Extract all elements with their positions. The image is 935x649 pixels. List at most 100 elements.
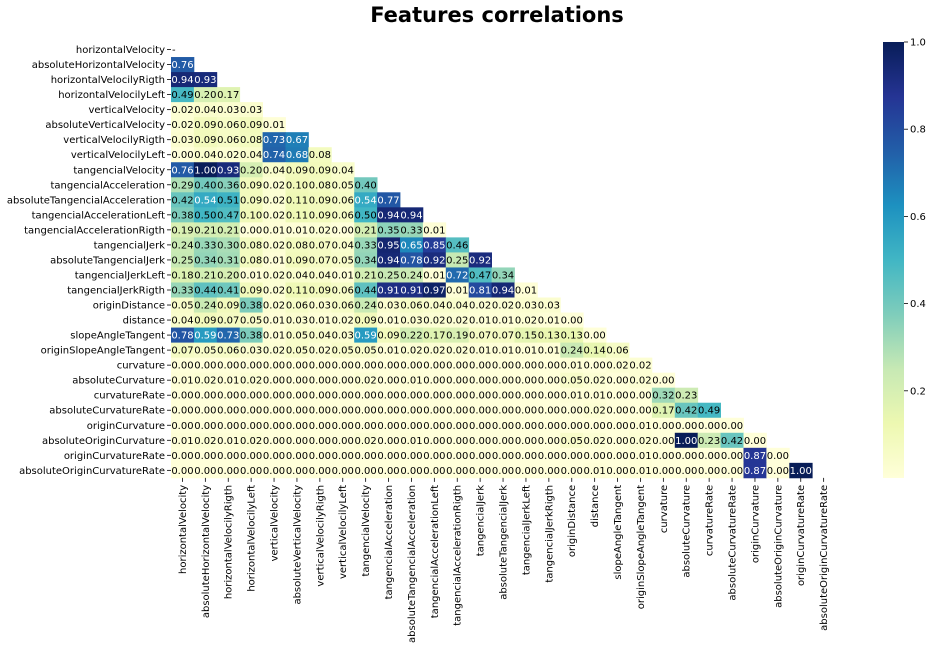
heatmap-cell bbox=[445, 387, 470, 404]
cell-value-label: 0.00 bbox=[423, 421, 445, 432]
heatmap-cell bbox=[285, 177, 309, 193]
cell-value-label: 0.00 bbox=[446, 436, 468, 447]
heatmap-cell bbox=[583, 417, 607, 434]
heatmap-cell bbox=[560, 432, 584, 449]
cell-value-label: 0.17 bbox=[423, 331, 445, 342]
cell-value-label: 0.08 bbox=[309, 180, 331, 191]
cell-value-label: 0.00 bbox=[355, 421, 377, 432]
heatmap-cell bbox=[285, 222, 309, 238]
heatmap-cell bbox=[651, 447, 676, 464]
cell-value-label: 1.00 bbox=[790, 466, 812, 477]
heatmap-cell bbox=[651, 432, 676, 449]
heatmap-cell bbox=[171, 132, 195, 148]
heatmap-cell bbox=[239, 357, 263, 374]
heatmap-cell bbox=[193, 432, 218, 449]
heatmap-cell bbox=[216, 462, 241, 479]
cell-value-label: 0.00 bbox=[606, 406, 628, 417]
cell-value-label: 0.21 bbox=[194, 225, 216, 236]
cell-value-label: 0.78 bbox=[400, 255, 422, 266]
cell-value-label: 0.15 bbox=[515, 331, 537, 342]
cell-value-label: 0.00 bbox=[423, 436, 445, 447]
cell-value-label: 0.00 bbox=[332, 436, 354, 447]
heatmap-cell bbox=[651, 462, 676, 479]
heatmap-cell bbox=[285, 207, 309, 223]
cell-value-label: 0.01 bbox=[469, 316, 491, 327]
cell-value-label: 0.02 bbox=[217, 150, 239, 161]
heatmap-cell bbox=[171, 87, 195, 103]
cell-value-label: 0.00 bbox=[309, 406, 331, 417]
cell-value-label: 0.17 bbox=[217, 90, 239, 101]
cell-value-label: 0.00 bbox=[263, 376, 285, 387]
heatmap-cell bbox=[422, 327, 447, 343]
heatmap-cell bbox=[537, 342, 561, 359]
heatmap-cell bbox=[239, 462, 263, 479]
cell-value-label: 0.00 bbox=[767, 451, 789, 462]
heatmap-cell bbox=[239, 207, 263, 223]
heatmap-cell bbox=[422, 372, 447, 389]
heatmap-cell bbox=[468, 372, 492, 389]
heatmap-cell bbox=[468, 252, 492, 268]
cell-value-label: 0.05 bbox=[561, 376, 583, 387]
heatmap-cell bbox=[606, 462, 630, 479]
colorbar: 0.2 0.4 0.6 0.8 1.0 bbox=[883, 38, 926, 478]
heatmap-cell bbox=[171, 297, 195, 313]
heatmap-cell bbox=[491, 312, 515, 328]
heatmap-cell bbox=[377, 192, 401, 208]
heatmap-cell bbox=[629, 417, 653, 434]
x-tick-label: verticalVelocity bbox=[270, 485, 281, 562]
cell-value-label: 0.00 bbox=[194, 451, 216, 462]
cell-value-label: 0.00 bbox=[355, 391, 377, 402]
heatmap-cell bbox=[216, 192, 241, 208]
heatmap-cell bbox=[308, 162, 332, 178]
cell-value-label: 0.08 bbox=[240, 135, 262, 146]
cell-value-label: 0.07 bbox=[309, 255, 331, 266]
heatmap-cell bbox=[514, 372, 538, 389]
cell-value-label: 0.00 bbox=[606, 466, 628, 477]
cell-value-label: 0.00 bbox=[240, 225, 262, 236]
cell-value-label: 0.00 bbox=[561, 451, 583, 462]
cell-value-label: 0.10 bbox=[240, 210, 262, 221]
cell-value-label: 0.02 bbox=[194, 376, 216, 387]
heatmap-cell bbox=[331, 237, 355, 253]
heatmap-cell bbox=[331, 222, 355, 238]
heatmap-cell bbox=[514, 357, 538, 374]
cell-value-label: 0.00 bbox=[286, 466, 308, 477]
heatmap-cell bbox=[537, 417, 561, 434]
x-tick-label: slopeAngleTangent bbox=[613, 485, 624, 580]
cell-value-label: 0.00 bbox=[286, 436, 308, 447]
heatmap-cell bbox=[308, 267, 332, 283]
cell-value-label: 0.00 bbox=[652, 376, 674, 387]
cell-value-label: 0.05 bbox=[194, 346, 216, 357]
cell-value-label: 0.00 bbox=[217, 406, 239, 417]
heatmap-cell bbox=[262, 357, 286, 374]
heatmap-cell bbox=[262, 372, 286, 389]
heatmap-cell bbox=[171, 447, 195, 464]
cell-value-label: 0.72 bbox=[446, 270, 468, 281]
heatmap-cell bbox=[331, 162, 355, 178]
cell-value-label: 0.00 bbox=[446, 466, 468, 477]
heatmap-cell bbox=[308, 207, 332, 223]
x-tick-label: absoluteVerticalVelocity bbox=[292, 485, 303, 605]
heatmap-cell bbox=[239, 177, 263, 193]
heatmap-cell bbox=[171, 432, 195, 449]
cell-value-label: 0.00 bbox=[194, 361, 216, 372]
cell-value-label: 0.87 bbox=[744, 466, 766, 477]
heatmap-cell bbox=[239, 132, 263, 148]
heatmap-cell bbox=[629, 387, 653, 404]
heatmap-cell bbox=[331, 312, 355, 328]
heatmap-cell bbox=[216, 447, 241, 464]
heatmap-cell bbox=[308, 372, 332, 389]
x-tick-label: tangencialJerkLeft bbox=[521, 485, 532, 575]
heatmap-cell bbox=[789, 462, 813, 479]
cell-value-label: 0.03 bbox=[515, 301, 537, 312]
y-tick-label: verticalVelocilyLeft bbox=[71, 150, 165, 161]
cell-value-label: 0.00 bbox=[332, 466, 354, 477]
cell-value-label: 0.94 bbox=[171, 75, 193, 86]
cell-value-label: 0.73 bbox=[263, 135, 285, 146]
colorbar-tick-label: 1.0 bbox=[910, 38, 926, 49]
cell-value-label: 0.40 bbox=[355, 180, 377, 191]
heatmap-cell bbox=[308, 177, 332, 193]
cell-value-label: 0.00 bbox=[240, 361, 262, 372]
heatmap-cell bbox=[377, 252, 401, 268]
cell-value-label: 0.38 bbox=[171, 210, 193, 221]
